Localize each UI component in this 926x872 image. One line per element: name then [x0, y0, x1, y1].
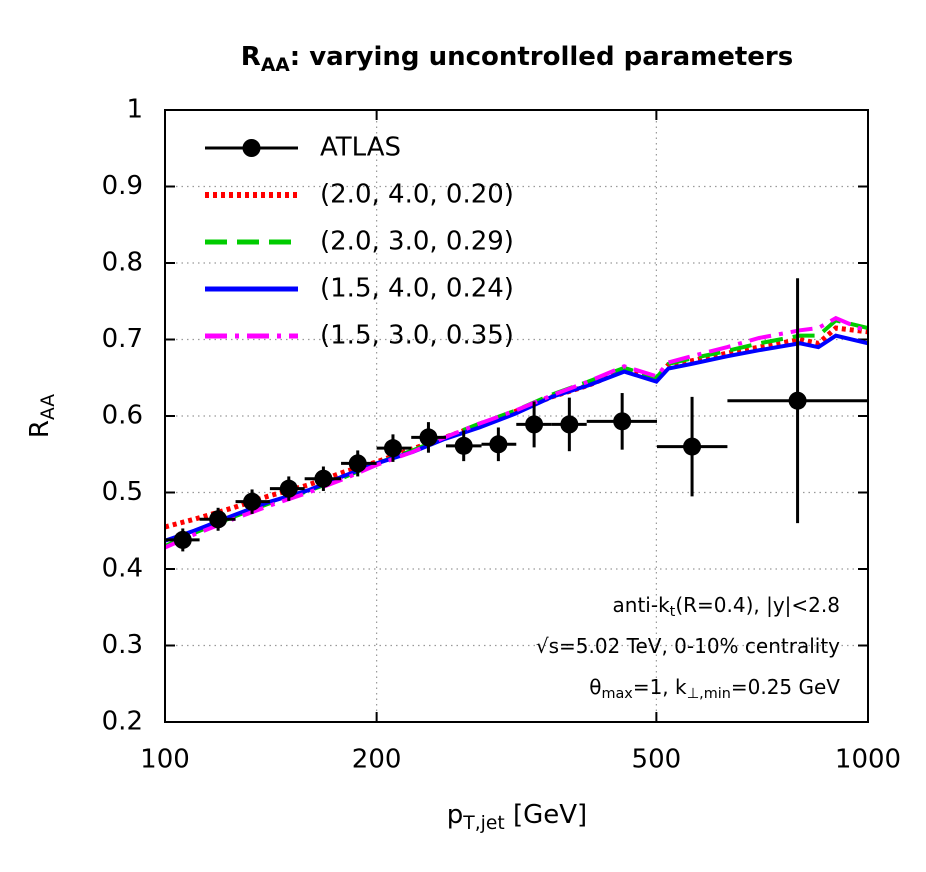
- text-part: =0.25 GeV: [731, 675, 840, 699]
- text-part: (R=0.4), |y|<2.8: [675, 593, 840, 617]
- y-tick-label: 0.8: [102, 248, 143, 278]
- text-part: =1, k: [633, 675, 687, 699]
- y-tick-label: 0.6: [102, 401, 143, 431]
- data-point: [560, 415, 579, 434]
- text-part: AA: [37, 394, 58, 420]
- y-tick-label: 0.2: [102, 707, 143, 737]
- x-tick-label: 100: [140, 745, 190, 775]
- data-point: [243, 492, 262, 511]
- x-tick-label: 200: [352, 745, 402, 775]
- y-tick-label: 0.5: [102, 477, 143, 507]
- data-point: [383, 439, 402, 458]
- text-part: t: [670, 604, 676, 620]
- data-point: [209, 510, 228, 529]
- legend-label: (1.5, 3.0, 0.35): [320, 321, 514, 351]
- y-tick-label: 0.3: [102, 630, 143, 660]
- data-point: [419, 428, 438, 447]
- series-line: [165, 333, 868, 543]
- data-point: [279, 479, 298, 498]
- data-point: [683, 437, 702, 456]
- legend-label: ATLAS: [320, 133, 401, 163]
- text-part: ⊥,min: [687, 686, 731, 702]
- text-part: R: [241, 42, 261, 72]
- data-point: [173, 530, 192, 549]
- y-tick-label: 0.9: [102, 171, 143, 201]
- data-point: [613, 412, 632, 431]
- annotation: θmax=1, k⊥,min=0.25 GeV: [589, 675, 840, 703]
- plot-area: [165, 278, 868, 552]
- legend-label: (1.5, 4.0, 0.24): [320, 274, 514, 304]
- data-point: [454, 436, 473, 455]
- y-tick-label: 0.7: [102, 324, 143, 354]
- series-line: [165, 318, 868, 548]
- data-point: [525, 415, 544, 434]
- text-part: : varying uncontrolled parameters: [290, 42, 793, 72]
- x-tick-label: 500: [632, 745, 682, 775]
- y-axis-label: RAA: [25, 394, 59, 438]
- legend-label: (2.0, 3.0, 0.29): [320, 227, 514, 257]
- y-tick-label: 0.4: [102, 554, 143, 584]
- data-point: [314, 469, 333, 488]
- text-part: θ: [589, 675, 601, 699]
- text-part: √s=5.02 TeV, 0-10% centrality: [536, 634, 840, 658]
- x-axis-label: pT,jet [GeV]: [447, 800, 587, 834]
- text-part: AA: [261, 54, 290, 75]
- x-tick-label: 1000: [835, 745, 901, 775]
- legend-swatch: [242, 139, 261, 157]
- y-tick-label: 1: [126, 95, 143, 125]
- chart-title: RAA: varying uncontrolled parameters: [241, 42, 793, 76]
- annotation: anti-kt(R=0.4), |y|<2.8: [613, 593, 840, 621]
- series-line: [165, 325, 868, 530]
- series-line: [165, 315, 868, 550]
- text-part: T,jet: [462, 812, 504, 833]
- text-part: R: [25, 420, 55, 438]
- text-part: anti-k: [613, 593, 671, 617]
- data-point: [788, 391, 807, 410]
- data-point: [348, 454, 367, 473]
- data-point: [489, 435, 508, 454]
- text-part: [GeV]: [505, 800, 587, 830]
- text-part: p: [447, 800, 464, 830]
- legend-label: (2.0, 4.0, 0.20): [320, 180, 514, 210]
- text-part: max: [601, 686, 633, 702]
- plot-frame: [164, 109, 869, 723]
- annotation: √s=5.02 TeV, 0-10% centrality: [536, 634, 840, 658]
